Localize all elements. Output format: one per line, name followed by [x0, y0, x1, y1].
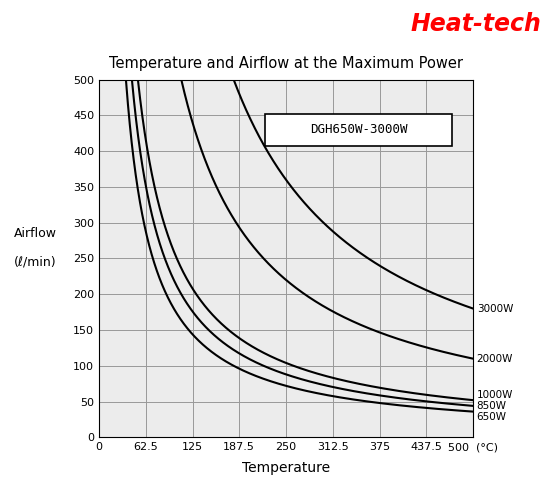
Text: 650W: 650W	[477, 412, 507, 421]
Text: 1000W: 1000W	[477, 390, 513, 400]
Text: 2000W: 2000W	[477, 354, 513, 364]
Title: Temperature and Airflow at the Maximum Power: Temperature and Airflow at the Maximum P…	[109, 56, 463, 72]
Text: 3000W: 3000W	[477, 304, 513, 314]
Text: DGH650W-3000W: DGH650W-3000W	[310, 123, 408, 136]
FancyBboxPatch shape	[266, 113, 453, 146]
Text: (ℓ/min): (ℓ/min)	[14, 255, 57, 268]
Text: 850W: 850W	[477, 401, 507, 411]
Text: Heat-tech: Heat-tech	[411, 12, 542, 36]
Text: Airflow: Airflow	[14, 227, 57, 240]
X-axis label: Temperature: Temperature	[242, 461, 330, 475]
